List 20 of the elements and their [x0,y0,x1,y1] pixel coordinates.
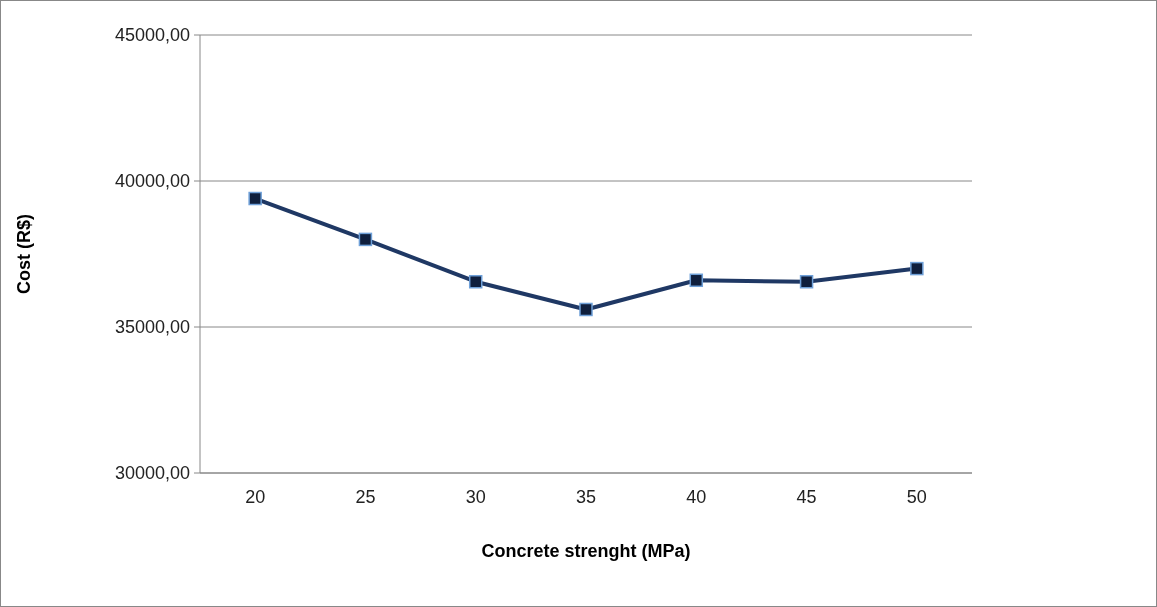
point [799,274,814,289]
y-tick-label: 30000,00 [114,463,190,484]
y-tick-label: 45000,00 [114,25,190,46]
x-tick-label: 35 [575,487,597,507]
y-tick-label: 35000,00 [114,317,190,338]
x-tick-label: 45 [796,487,817,507]
y-tick-label: 40000,00 [114,171,190,192]
point [468,274,483,289]
point [910,261,924,276]
x-tick-label: 25 [355,487,376,507]
y-axis-title: Cost (R$) [14,214,34,294]
x-tick-label: 50 [906,487,927,507]
point [358,232,373,247]
x-axis-title: Concrete strenght (MPa) [481,541,691,561]
x-tick-label: 40 [686,487,707,507]
point [689,273,704,288]
point [579,302,593,317]
x-tick-label: 20 [245,487,266,507]
x-tick-label: 30 [465,487,486,507]
point [248,191,262,206]
